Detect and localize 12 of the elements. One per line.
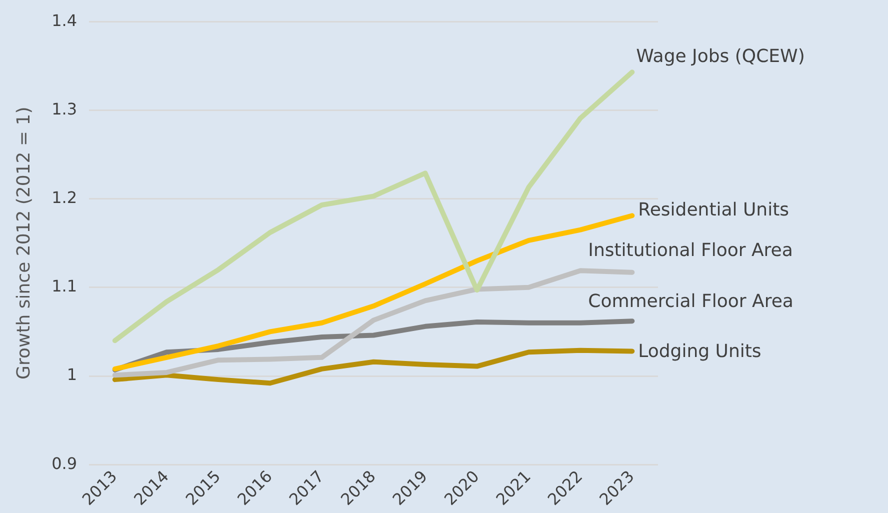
y-tick-label: 1.2 [52,188,78,207]
series-label: Institutional Floor Area [588,240,793,262]
y-tick-label: 1.4 [52,10,78,30]
y-tick-label: 0.9 [52,454,78,473]
series-label: Residential Units [638,199,790,220]
y-tick-label: 1 [66,365,78,384]
y-tick-label: 1.3 [52,99,78,118]
series-label: Wage Jobs (QCEW) [636,46,805,67]
y-tick-label: 1.1 [52,276,78,296]
series-label: Commercial Floor Area [588,290,794,312]
series-label: Lodging Units [638,340,762,362]
y-axis-title: Growth since 2012 (2012 = 1) [13,106,34,380]
